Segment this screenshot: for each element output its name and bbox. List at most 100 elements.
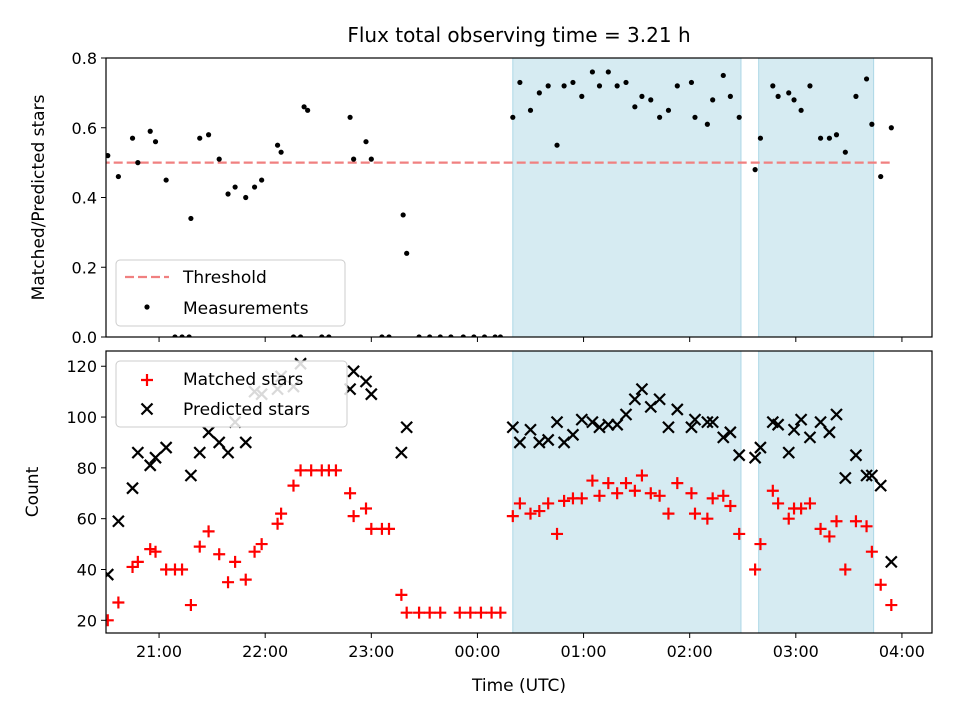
predicted-star-point <box>787 423 801 437</box>
y-axis-label: Count <box>23 466 43 517</box>
y-tick-label: 0.2 <box>72 258 97 277</box>
matched-star-point <box>795 502 808 515</box>
measurement-point <box>427 334 433 337</box>
matched-star-point <box>885 599 898 612</box>
matched-star-point <box>131 555 144 568</box>
predicted-star-point <box>685 420 698 434</box>
predicted-star-point <box>732 448 746 462</box>
matched-star-point <box>628 484 641 497</box>
matched-star-point <box>213 548 226 561</box>
predicted-star-point <box>830 408 843 421</box>
measurement-point <box>460 334 466 337</box>
matched-star-point <box>395 588 408 601</box>
predicted-star-point <box>566 428 580 442</box>
predicted-star-point <box>143 459 157 472</box>
measurement-point <box>290 334 297 337</box>
measurement-point <box>510 114 516 120</box>
predicted-star-point <box>541 433 555 447</box>
y-tick-label: 0.0 <box>72 328 97 347</box>
predicted-star-point <box>575 413 589 426</box>
predicted-star-point <box>126 481 139 495</box>
measurement-point <box>319 334 325 337</box>
measurement-point <box>798 107 804 113</box>
matched-star-point <box>860 520 873 533</box>
measurement-point <box>632 104 638 110</box>
predicted-star-point <box>628 392 642 406</box>
measurement-point <box>736 114 742 120</box>
predicted-star-point <box>239 436 253 449</box>
observing-window-band <box>758 57 875 338</box>
matched-star-point <box>271 517 284 530</box>
x-tick-label: 03:00 <box>773 642 819 661</box>
predicted-star-point <box>619 408 633 421</box>
predicted-star-point <box>874 479 887 492</box>
measurement-point <box>163 177 169 183</box>
measurement-point <box>188 215 194 222</box>
matched-star-point <box>733 527 746 540</box>
matched-star-point <box>239 573 252 586</box>
measurement-point <box>605 69 611 75</box>
measurement-point <box>648 97 654 103</box>
matched-star-point <box>474 606 487 619</box>
matched-star-point <box>347 510 360 523</box>
matched-star-point <box>506 510 519 523</box>
measurement-point <box>536 90 542 96</box>
measurement-point <box>278 149 284 155</box>
predicted-star-point <box>782 446 796 459</box>
measurement-point <box>757 135 764 141</box>
predicted-star-point <box>803 431 817 444</box>
measurement-point <box>481 334 488 337</box>
measurement-point <box>878 173 884 180</box>
matched-star-point <box>865 545 878 558</box>
measurement-point <box>347 114 353 120</box>
predicted-star-point <box>202 426 215 439</box>
matched-star-point <box>620 477 633 490</box>
matched-star-point <box>112 596 125 609</box>
predicted-star-point <box>717 431 730 444</box>
measurement-point <box>579 93 585 99</box>
matched-star-point <box>305 464 318 477</box>
matched-star-point <box>754 538 767 551</box>
matched-star-point <box>685 487 698 500</box>
matched-star-point <box>542 497 555 510</box>
measurement-point <box>639 93 645 99</box>
matched-star-point <box>575 492 588 505</box>
matched-star-point <box>635 469 648 482</box>
y-tick-label: 0.8 <box>72 49 97 68</box>
measurement-point <box>497 334 504 337</box>
matched-star-point <box>513 497 526 510</box>
matched-star-point <box>360 502 373 515</box>
legend-measurements-label: Measurements <box>183 299 309 319</box>
predicted-star-point <box>771 418 785 431</box>
matched-star-point <box>464 606 477 619</box>
predicted-star-point <box>212 436 226 449</box>
matched-star-point <box>803 497 816 510</box>
measurement-point <box>386 334 392 337</box>
measurement-point <box>301 104 307 110</box>
x-tick-label: 01:00 <box>561 642 607 661</box>
predicted-star-point <box>635 382 649 396</box>
measurement-point <box>351 156 357 162</box>
measurement-point <box>614 83 620 89</box>
measurement-point <box>704 121 710 127</box>
measurement-point <box>842 149 848 155</box>
measurement-point <box>368 156 374 162</box>
measurement-point <box>727 93 733 99</box>
matched-star-point <box>229 555 242 568</box>
matched-star-point <box>329 464 342 477</box>
matched-star-point <box>287 479 300 492</box>
measurement-point <box>807 83 813 89</box>
predicted-star-point <box>533 436 546 449</box>
matched-star-point <box>839 563 852 576</box>
predicted-star-point <box>706 415 719 429</box>
predicted-star-point <box>724 426 737 439</box>
matched-star-point <box>874 578 887 591</box>
measurement-point <box>775 93 781 99</box>
predicted-star-point <box>131 446 145 459</box>
matched-star-point <box>814 522 827 535</box>
matched-star-point <box>184 599 197 612</box>
legend-box <box>115 360 348 428</box>
predicted-star-point <box>794 413 808 426</box>
measurement-point <box>135 160 141 166</box>
matched-star-point <box>413 606 426 619</box>
